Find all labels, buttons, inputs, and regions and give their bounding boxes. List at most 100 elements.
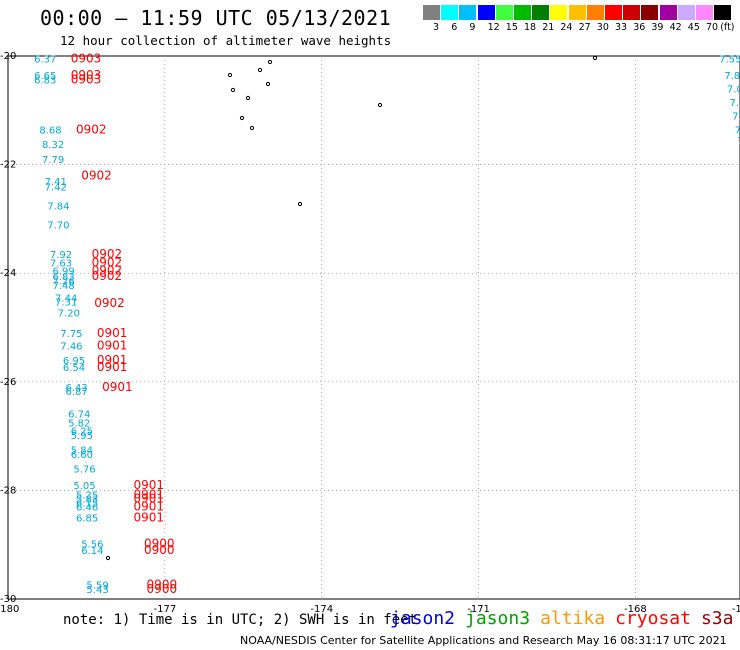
time-label: 0900 (144, 537, 175, 551)
scale-level-label: 9 (469, 22, 476, 33)
page-title: 00:00 – 11:59 UTC 05/13/2021 (40, 6, 392, 30)
time-label: 0901 (133, 500, 164, 514)
island-outline (592, 55, 598, 61)
scale-swatch (659, 5, 677, 20)
footer-credit: NOAA/NESDIS Center for Satellite Applica… (240, 634, 727, 647)
island-outline (249, 125, 255, 131)
time-label: 0901 (102, 380, 133, 394)
scale-level-label: 24 (560, 22, 573, 33)
time-label: 0902 (92, 247, 123, 261)
scale-swatch (641, 5, 659, 20)
plot-frame (7, 55, 740, 600)
wave-height-label: 7.70 (47, 220, 69, 231)
wave-height-label: 5.25 (76, 491, 98, 502)
wave-height-label: 5.84 (71, 446, 93, 457)
scale-swatch (550, 5, 568, 20)
scale-swatch (441, 5, 459, 20)
time-label: 0903 (71, 68, 102, 82)
time-label: 0903 (71, 72, 102, 86)
wave-height-label: 6.95 (63, 356, 85, 367)
scale-swatch (477, 5, 495, 20)
wave-height-label: 8.68 (39, 125, 61, 136)
scale-level-label: 30 (596, 22, 609, 33)
wave-height-label: 5.95 (71, 431, 93, 442)
time-label: 0901 (97, 326, 128, 340)
satellite-jason3: jason3 (465, 608, 531, 629)
footer-note: note: 1) Time is in UTC; 2) SWH is in fe… (63, 612, 418, 628)
wave-height-label: 6.54 (63, 363, 85, 374)
satellite-cryosat: cryosat (615, 608, 691, 629)
time-label: 0900 (144, 543, 175, 557)
wave-height-label: 5.43 (86, 585, 108, 596)
wave-height-label: 7.55 (719, 55, 740, 66)
x-tick-label: -177 (154, 604, 177, 615)
wave-height-label: 5.83 (76, 495, 98, 506)
time-label: 0902 (94, 296, 125, 310)
island-outline (297, 201, 303, 207)
scale-swatch (495, 5, 513, 20)
wave-height-label: 6.85 (76, 514, 98, 525)
scale-level-label: 42 (669, 22, 682, 33)
time-label: 0901 (97, 360, 128, 374)
y-tick-label: -22 (0, 160, 16, 171)
scale-swatch (623, 5, 641, 20)
scale-swatch (532, 5, 550, 20)
time-label: 0901 (97, 353, 128, 367)
scale-swatch (714, 5, 732, 20)
time-label: 0901 (133, 511, 164, 525)
wave-height-label: 5.56 (81, 540, 103, 551)
wave-height-label: 7.26 (52, 276, 74, 287)
time-label: 0901 (133, 478, 164, 492)
x-tick-label: -171 (467, 604, 490, 615)
scale-level-label: 27 (578, 22, 591, 33)
wave-height-label: 7.88 (724, 71, 740, 82)
scale-level-label: 15 (505, 22, 518, 33)
island-outline (377, 102, 383, 108)
island-outline (267, 59, 273, 65)
scale-swatch (677, 5, 695, 20)
wave-height-label: 7.31 (55, 297, 77, 308)
wave-height-label: 7.46 (60, 341, 82, 352)
wave-height-label: 8.32 (42, 140, 64, 151)
satellite-legend: jason2 jason3 altika cryosat s3a (390, 608, 740, 629)
wave-height-label: 6.83 (34, 75, 56, 86)
time-label: 0902 (92, 255, 123, 269)
scale-swatch (696, 5, 713, 20)
wave-height-label: 7.41 (45, 177, 67, 188)
scale-swatch (605, 5, 622, 20)
wave-height-label: 6.65 (34, 71, 56, 82)
island-outline (265, 81, 271, 87)
island-outline (239, 115, 245, 121)
wave-height-label: 7.20 (735, 125, 740, 136)
island-outline (105, 555, 111, 561)
satellite-altika: altika (540, 608, 606, 629)
scale-level-label: 21 (542, 22, 555, 33)
time-label: 0902 (92, 269, 123, 283)
scale-level-label: 33 (615, 22, 628, 33)
wave-height-label: 6.60 (71, 450, 93, 461)
wave-height-label: 6.43 (66, 383, 88, 394)
scale-level-label: 39 (651, 22, 664, 33)
wave-height-label: 6.14 (81, 546, 103, 557)
wave-height-label: 7.84 (47, 201, 69, 212)
y-tick-label: -30 (0, 594, 16, 605)
wave-height-label: 6.37 (34, 55, 56, 66)
x-tick-label: -16 (732, 604, 740, 615)
scale-level-label: 36 (633, 22, 646, 33)
page-subtitle: 12 hour collection of altimeter wave hei… (60, 33, 392, 48)
wave-height-label: 7.92 (50, 250, 72, 261)
wave-height-label: 5.82 (68, 419, 90, 430)
wave-height-label: 5.05 (73, 481, 95, 492)
scale-swatch (586, 5, 604, 20)
y-tick-label: -20 (0, 51, 16, 62)
wave-height-label: 7.06 (727, 85, 740, 96)
wave-height-label: 7.48 (52, 281, 74, 292)
scale-level-label: 6 (451, 22, 458, 33)
wave-height-label: 7.44 (55, 294, 77, 305)
wave-height-label: 5.59 (86, 580, 108, 591)
scale-level-label: 18 (524, 22, 537, 33)
wave-height-label: 5.76 (73, 465, 95, 476)
satellite-jason2: jason2 (390, 608, 456, 629)
wave-height-label: 7.20 (58, 308, 80, 319)
